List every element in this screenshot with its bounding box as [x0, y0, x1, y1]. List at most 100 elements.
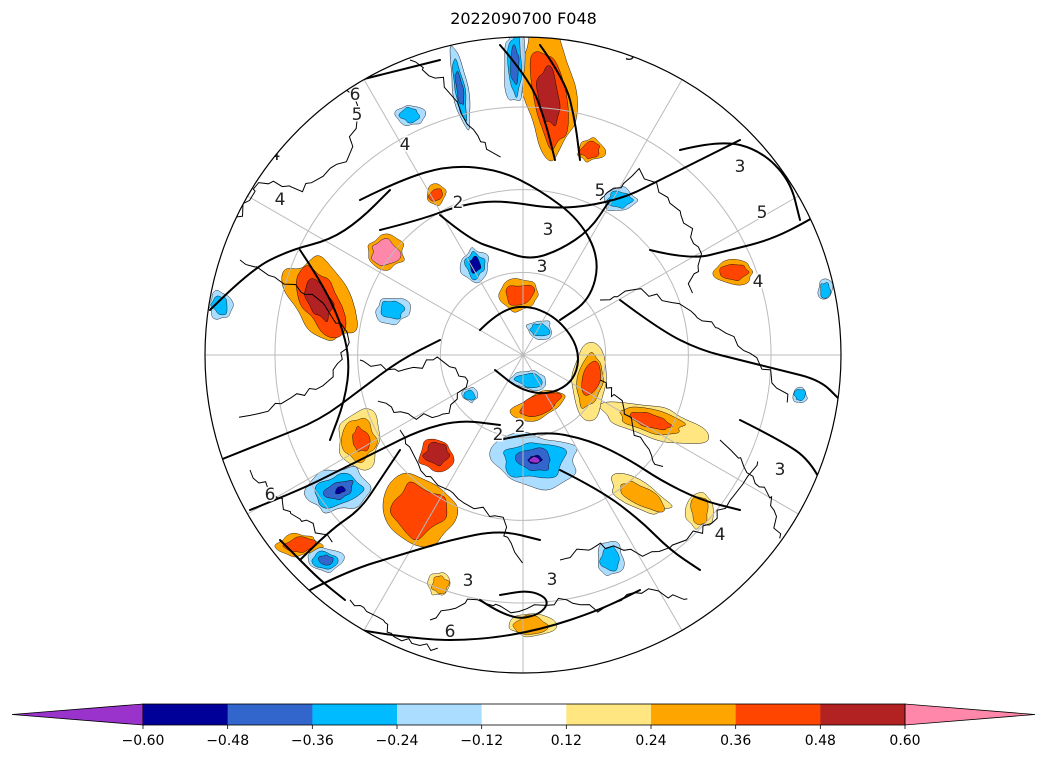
anomaly-region [422, 441, 450, 467]
contour-label: 4 [275, 190, 286, 210]
meridian [247, 354, 524, 515]
contour-label: 5 [757, 203, 768, 223]
anomaly-region [820, 282, 832, 299]
contour-line [299, 449, 401, 561]
contour-label: 6 [265, 485, 276, 505]
colorbar-tick-label: −0.60 [122, 733, 165, 749]
colorbar-segments [11, 703, 1036, 726]
coastline [429, 588, 688, 621]
contour-label: 6 [350, 85, 361, 105]
anomaly-region [454, 70, 465, 106]
coastline [559, 461, 759, 561]
contour-line [279, 539, 346, 601]
coastline [719, 439, 782, 539]
contour-line [649, 199, 841, 258]
anomaly-region [371, 238, 402, 266]
anomaly-region [581, 360, 601, 396]
colorbar-segment [820, 704, 906, 725]
meridian [522, 79, 683, 356]
coastline [359, 356, 469, 421]
anomaly-region [398, 107, 420, 124]
anomaly-region [380, 300, 406, 320]
colorbar-tick-label: −0.48 [206, 733, 249, 749]
colorbar-tick-label: −0.12 [460, 733, 503, 749]
colorbar-frame [142, 703, 906, 726]
colorbar: −0.60 −0.48 −0.36 −0.24 −0.12 0.12 0.24 0.36 0.4… [11, 703, 1036, 749]
contour-line [539, 44, 581, 161]
contour-line [309, 531, 541, 591]
contour-label: 6 [445, 622, 456, 642]
contour-line [299, 249, 350, 441]
colorbar-segment [566, 704, 652, 725]
contour-label: 4 [400, 135, 411, 155]
meridian [522, 195, 799, 356]
anomaly-region [318, 554, 334, 566]
coastline [349, 599, 438, 652]
contour-line [219, 339, 441, 461]
map-boundary [204, 36, 842, 674]
contour-label: 3 [735, 157, 746, 177]
coastline [599, 379, 664, 467]
contour-label: 3 [463, 571, 474, 591]
contour-line [209, 189, 391, 311]
chart-title: 2022090700 F048 [450, 9, 597, 28]
anomaly-region [719, 263, 750, 281]
contour-label: 2 [515, 417, 526, 437]
contour-line [739, 419, 831, 501]
colorbar-extend-high [904, 703, 1036, 726]
colorbar-tick-label: 0.36 [720, 733, 751, 749]
coastline [236, 59, 361, 218]
contour-label: 2 [493, 425, 504, 445]
contour-line [619, 299, 841, 401]
coastline [599, 288, 789, 403]
colorbar-ticks: −0.60 −0.48 −0.36 −0.24 −0.12 0.12 0.24 0.36 0.4… [122, 725, 921, 749]
colorbar-segment [481, 704, 567, 725]
contour-line [439, 199, 611, 259]
contour-line [359, 589, 641, 642]
anomaly-region [282, 536, 317, 553]
contour-line [499, 432, 741, 511]
coastline [599, 167, 703, 294]
coastline [409, 59, 501, 158]
coastlines [236, 59, 789, 652]
anomaly-region [528, 456, 541, 464]
colorbar-segment [227, 704, 313, 725]
contour-label: 4 [715, 525, 726, 545]
contour-label: 5 [352, 105, 363, 125]
contour-line [379, 139, 741, 231]
colorbar-tick-label: −0.24 [376, 733, 419, 749]
anomaly-region [352, 425, 371, 452]
anomaly-region [468, 255, 482, 274]
anomaly-region [793, 389, 806, 401]
anomaly-region [529, 323, 551, 337]
anomaly-region [599, 545, 620, 572]
contour-label: 5 [595, 181, 606, 201]
anomaly-region [431, 575, 450, 594]
contour-line [679, 142, 801, 221]
contour-label: 3 [543, 220, 554, 240]
colorbar-segment [312, 704, 398, 725]
meridian [247, 195, 524, 356]
contour-line [359, 165, 598, 321]
coastline [238, 259, 350, 418]
anomaly-region [620, 480, 665, 513]
meridian [363, 354, 524, 631]
contour-label: 4 [753, 272, 764, 292]
colorbar-segment [735, 704, 821, 725]
contour-line [499, 44, 556, 161]
contour-line [479, 305, 579, 395]
anomaly-region [690, 496, 709, 525]
colorbar-tick-label: 0.12 [551, 733, 582, 749]
contour-line [249, 420, 501, 511]
colorbar-tick-label: 0.48 [805, 733, 836, 749]
contour-label: 3 [775, 460, 786, 480]
colorbar-tick-label: 0.24 [635, 733, 666, 749]
colorbar-segment [397, 704, 482, 725]
colorbar-tick-label: 0.60 [889, 733, 920, 749]
contour-label: 3 [547, 570, 558, 590]
colorbar-segment [143, 704, 228, 725]
anomaly-region [335, 486, 346, 495]
